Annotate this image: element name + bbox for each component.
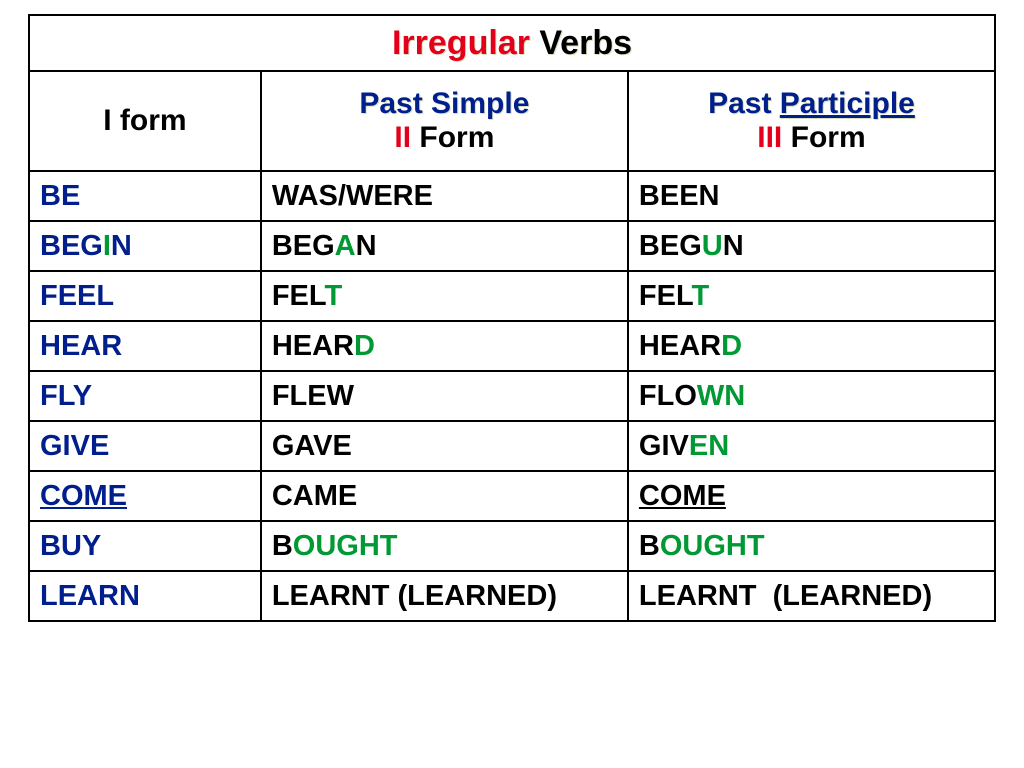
table-title: Irregular Verbs — [29, 15, 995, 71]
table-body: BEWAS/WEREBEENBEGINBEGANBEGUNFEELFELTFEL… — [29, 171, 995, 621]
cell-1-2: BEGUN — [628, 221, 995, 271]
header-row: I form Past Simple II Form Past Particip… — [29, 71, 995, 171]
cell-8-0: LEARN — [29, 571, 261, 621]
header-col1: Past Simple II Form — [261, 71, 628, 171]
irregular-verbs-table: Irregular Verbs I form Past Simple II Fo… — [28, 14, 996, 622]
table-row: BEWAS/WEREBEEN — [29, 171, 995, 221]
cell-8-1: LEARNT (LEARNED) — [261, 571, 628, 621]
cell-4-1: FLEW — [261, 371, 628, 421]
cell-5-0: GIVE — [29, 421, 261, 471]
table-row: HEARHEARDHEARD — [29, 321, 995, 371]
cell-3-2: HEARD — [628, 321, 995, 371]
header-col2-bottom: III Form — [708, 121, 915, 155]
table-row: LEARNLEARNT (LEARNED)LEARNT (LEARNED) — [29, 571, 995, 621]
cell-3-0: HEAR — [29, 321, 261, 371]
cell-2-0: FEEL — [29, 271, 261, 321]
cell-4-2: FLOWN — [628, 371, 995, 421]
header-col1-bottom: II Form — [359, 121, 529, 155]
cell-2-1: FELT — [261, 271, 628, 321]
cell-8-2: LEARNT (LEARNED) — [628, 571, 995, 621]
cell-6-1: CAME — [261, 471, 628, 521]
cell-7-0: BUY — [29, 521, 261, 571]
header-col2-top: Past Participle — [708, 87, 915, 121]
header-col0: I form — [29, 71, 261, 171]
cell-6-0: COME — [29, 471, 261, 521]
cell-2-2: FELT — [628, 271, 995, 321]
table-row: GIVEGAVEGIVEN — [29, 421, 995, 471]
cell-4-0: FLY — [29, 371, 261, 421]
table-row: COMECAMECOME — [29, 471, 995, 521]
cell-5-2: GIVEN — [628, 421, 995, 471]
cell-0-1: WAS/WERE — [261, 171, 628, 221]
cell-5-1: GAVE — [261, 421, 628, 471]
header-col2: Past Participle III Form — [628, 71, 995, 171]
table-row: FLYFLEWFLOWN — [29, 371, 995, 421]
cell-1-0: BEGIN — [29, 221, 261, 271]
table-row: FEELFELTFELT — [29, 271, 995, 321]
cell-1-1: BEGAN — [261, 221, 628, 271]
cell-0-2: BEEN — [628, 171, 995, 221]
cell-7-1: BOUGHT — [261, 521, 628, 571]
cell-7-2: BOUGHT — [628, 521, 995, 571]
table-row: BUYBOUGHTBOUGHT — [29, 521, 995, 571]
header-col0-bottom: I form — [103, 104, 186, 138]
title-row: Irregular Verbs — [29, 15, 995, 71]
cell-0-0: BE — [29, 171, 261, 221]
cell-3-1: HEARD — [261, 321, 628, 371]
table-row: BEGINBEGANBEGUN — [29, 221, 995, 271]
header-col1-top: Past Simple — [359, 87, 529, 121]
cell-6-2: COME — [628, 471, 995, 521]
